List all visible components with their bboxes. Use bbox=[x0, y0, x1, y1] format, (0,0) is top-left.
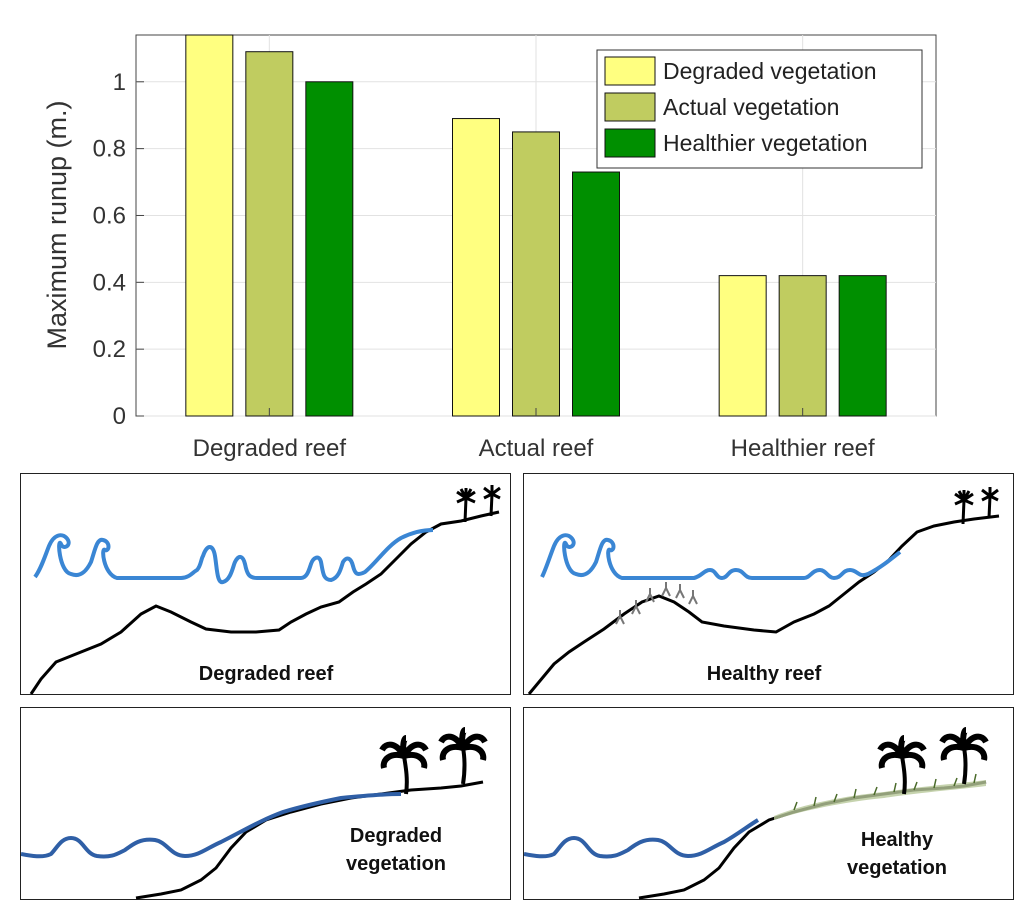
coral-icon bbox=[615, 582, 698, 625]
y-ticks: 0 0.2 0.4 0.6 0.8 1 bbox=[93, 69, 144, 430]
x-tick-label: Healthier reef bbox=[731, 435, 875, 462]
seabed-line bbox=[527, 514, 1000, 695]
bar-healthier-vegetation bbox=[305, 81, 354, 417]
palm-tree-icon bbox=[939, 727, 989, 785]
water-line bbox=[21, 792, 402, 859]
palm-tree-icon bbox=[379, 735, 429, 795]
bars bbox=[185, 34, 887, 417]
panel-label: Degraded reef bbox=[198, 663, 334, 685]
y-tick-label: 1 bbox=[113, 69, 126, 96]
y-tick-label: 0.6 bbox=[93, 202, 126, 229]
palm-tree-icon bbox=[438, 727, 488, 785]
palm-tree-icon bbox=[954, 490, 974, 525]
legend-swatch bbox=[604, 128, 656, 158]
grass-icon bbox=[793, 773, 977, 811]
legend-swatch bbox=[604, 56, 656, 86]
x-tick-label: Actual reef bbox=[479, 435, 594, 462]
legend: Degraded vegetation Actual vegetation Heal… bbox=[596, 49, 923, 169]
y-tick-label: 0.4 bbox=[93, 269, 126, 296]
healthy-vegetation-illustration bbox=[524, 727, 989, 900]
y-tick-label: 0 bbox=[113, 403, 126, 430]
runup-bar-chart: 0 0.2 0.4 0.6 0.8 1 Degraded reef Actual reef H… bbox=[42, 34, 937, 462]
panel-healthy-reef: Healthy reef bbox=[523, 473, 1014, 695]
bar-healthier-vegetation bbox=[572, 171, 620, 417]
y-tick-label: 0.8 bbox=[93, 136, 126, 163]
y-tick-label: 0.2 bbox=[93, 336, 126, 363]
x-tick-label: Degraded reef bbox=[193, 435, 347, 462]
shore-line bbox=[135, 780, 484, 900]
palm-tree-icon bbox=[456, 488, 476, 523]
palm-tree-icon bbox=[877, 735, 927, 795]
bar-healthier-vegetation bbox=[838, 275, 887, 417]
degraded-reef-illustration bbox=[29, 485, 501, 695]
legend-label: Degraded vegetation bbox=[663, 58, 877, 84]
panel-label-line-2: vegetation bbox=[846, 857, 948, 879]
legend-label: Actual vegetation bbox=[663, 94, 839, 120]
panel-degraded-vegetation: Degraded vegetation bbox=[20, 707, 511, 900]
legend-label: Healthier vegetation bbox=[663, 130, 868, 156]
bar-degraded-vegetation bbox=[185, 34, 234, 417]
palm-tree-icon bbox=[483, 485, 501, 517]
bar-degraded-vegetation bbox=[452, 118, 500, 417]
x-ticks: Degraded reef Actual reef Healthier reef bbox=[193, 408, 875, 462]
water-line bbox=[33, 528, 434, 585]
water-line bbox=[524, 818, 760, 859]
bar-actual-vegetation bbox=[245, 51, 294, 417]
y-axis-label: Maximum runup (m.) bbox=[42, 100, 72, 349]
healthy-reef-illustration bbox=[527, 487, 1000, 695]
panel-label-line-2: vegetation bbox=[345, 853, 447, 875]
water-line bbox=[540, 533, 902, 581]
bar-actual-vegetation bbox=[512, 131, 560, 417]
bar-degraded-vegetation bbox=[718, 275, 767, 417]
seabed-line bbox=[29, 510, 500, 695]
vegetation-strip bbox=[774, 780, 986, 820]
degraded-vegetation-illustration bbox=[21, 727, 488, 900]
legend-swatch bbox=[604, 92, 656, 122]
bar-actual-vegetation bbox=[778, 275, 827, 417]
panel-degraded-reef: Degraded reef bbox=[20, 473, 511, 695]
panel-label: Healthy reef bbox=[706, 663, 822, 685]
panel-label-line-1: Degraded bbox=[349, 825, 443, 847]
panel-label-line-1: Healthy bbox=[860, 829, 934, 851]
palm-tree-icon bbox=[981, 487, 999, 519]
panel-healthy-vegetation: Healthy vegetation bbox=[523, 707, 1014, 900]
